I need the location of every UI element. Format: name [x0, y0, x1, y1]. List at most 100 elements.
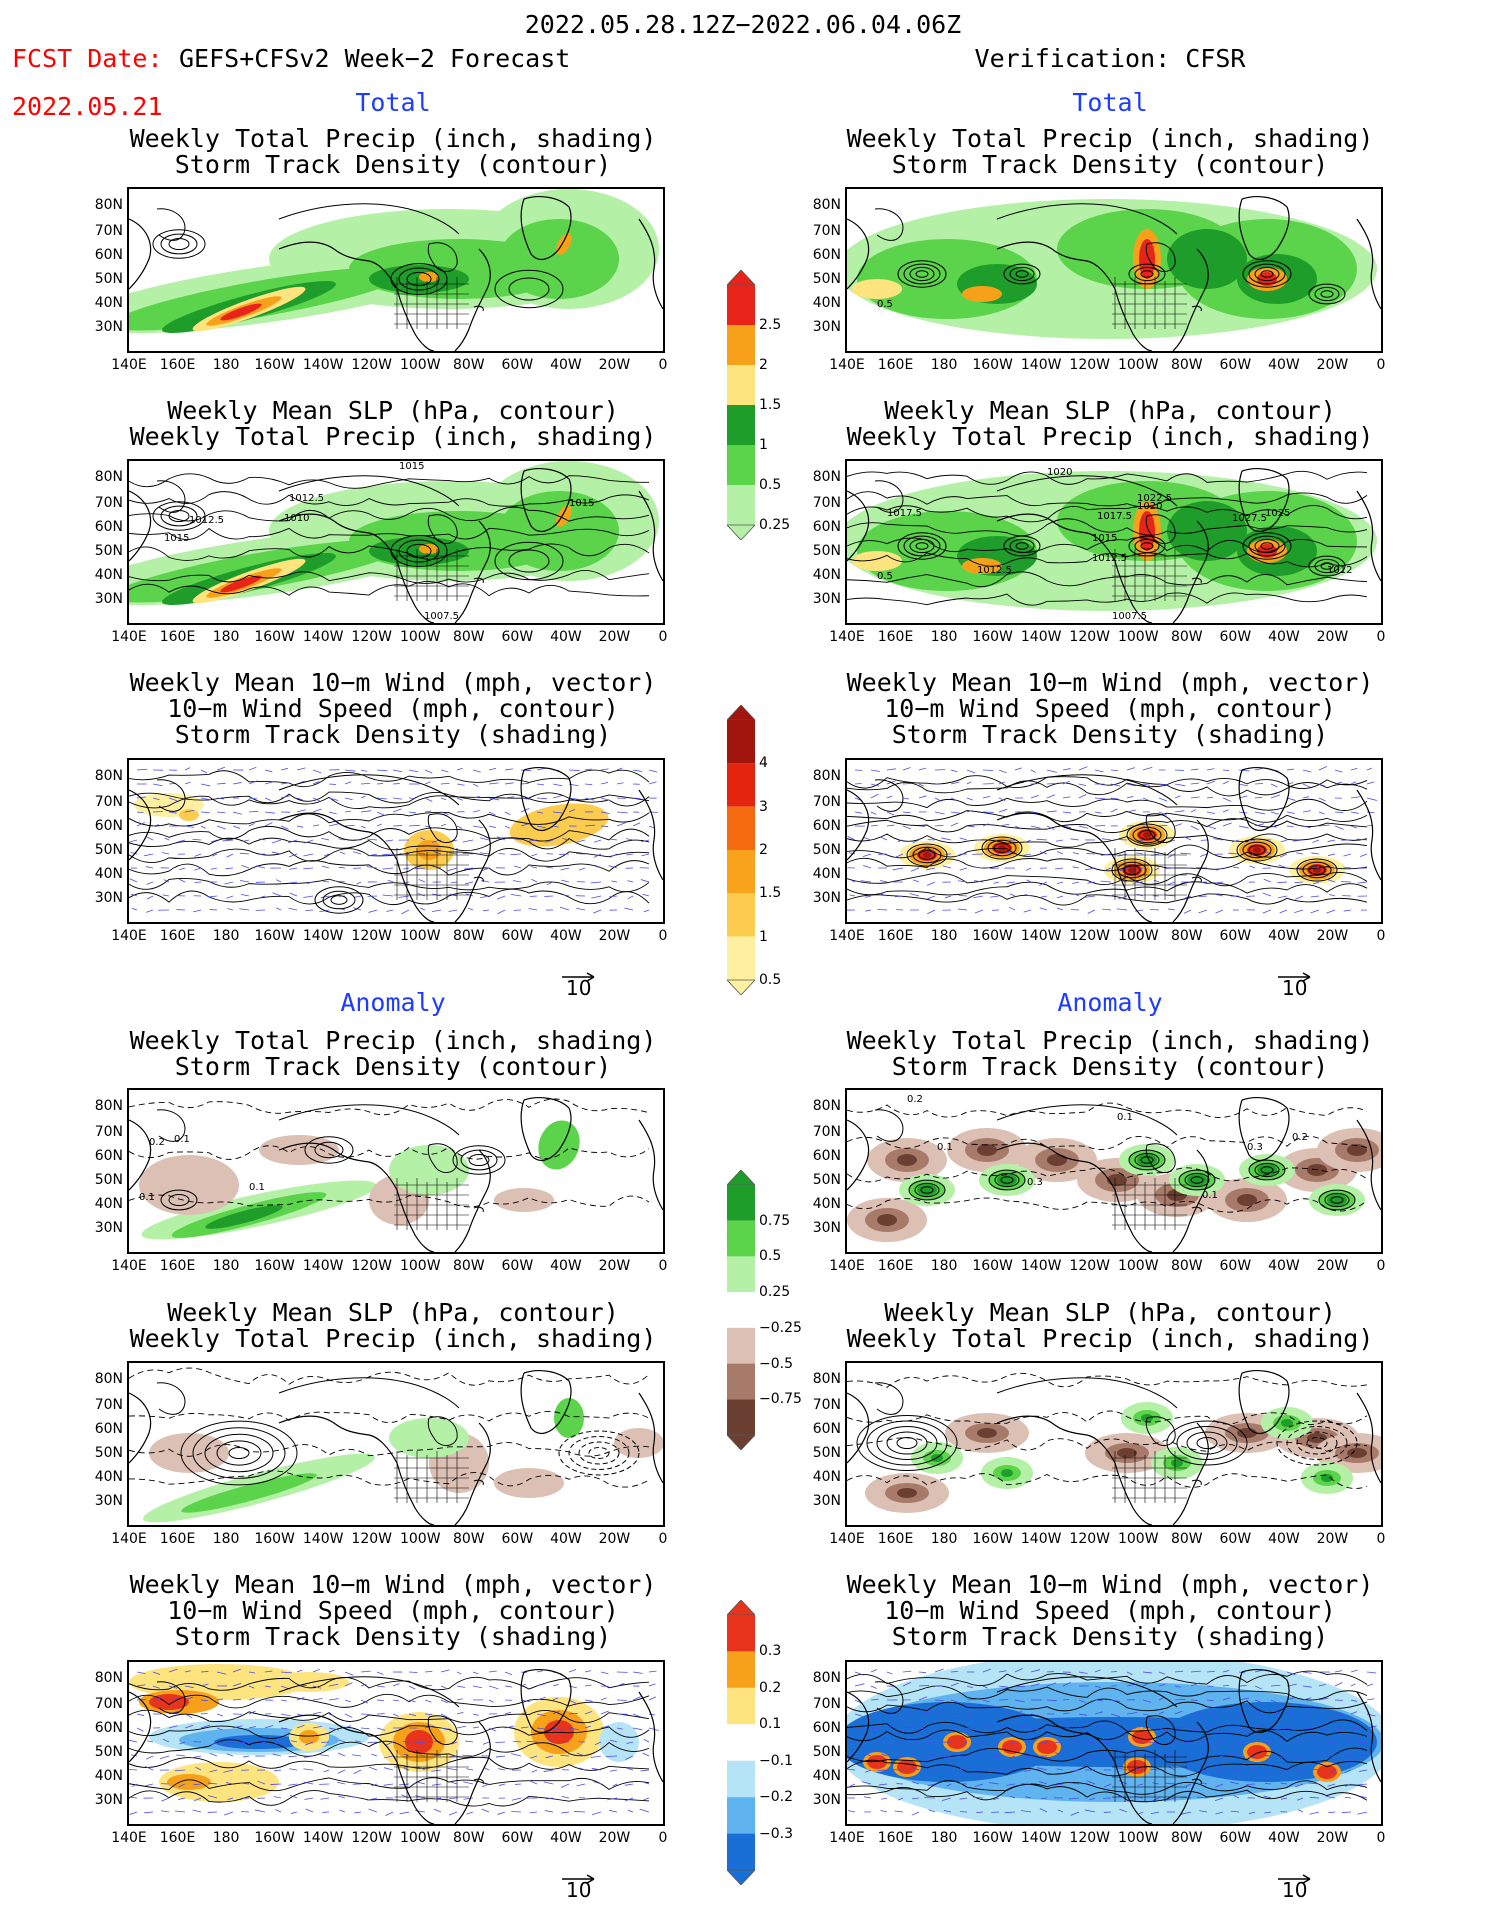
shading-area: [1347, 1144, 1367, 1156]
wind-arrow: [216, 811, 226, 814]
wind-arrow: [1222, 1697, 1231, 1701]
wind-arrow: [1056, 895, 1064, 899]
wind-arrow: [480, 895, 490, 899]
contour-ring: [1308, 283, 1346, 305]
wind-arrow: [944, 895, 952, 899]
wind-arrow: [973, 895, 984, 899]
lon-label: 20W: [1316, 928, 1349, 944]
contour-ring: [909, 266, 935, 282]
wind-arrow: [504, 768, 513, 771]
wind-arrow: [1070, 1769, 1080, 1772]
contour-ring: [897, 532, 947, 560]
wind-arrow: [433, 1808, 442, 1813]
wind-arrow: [1229, 1781, 1240, 1785]
wind-arrow: [227, 908, 234, 911]
wind-arrow: [1206, 811, 1215, 814]
lon-label: 140E: [111, 1531, 147, 1547]
contour-ring: [1248, 535, 1286, 557]
lon-label: 140E: [111, 1258, 147, 1274]
wind-arrow: [1026, 879, 1032, 883]
contour-label: 1020: [1137, 501, 1162, 512]
shading-area: [1047, 1154, 1067, 1166]
coastline-asia: [847, 1392, 870, 1464]
wind-arrow: [616, 767, 623, 771]
wind-arrow: [272, 892, 282, 897]
contour-line: [129, 811, 650, 827]
lon-label: 80W: [1170, 1531, 1203, 1547]
wind-arrow: [1014, 767, 1022, 771]
coastline-arctic-canada: [996, 774, 1178, 806]
coastline-arctic-canada: [278, 203, 460, 235]
lat-label: 40N: [812, 1768, 841, 1784]
wind-arrow: [943, 1809, 952, 1813]
wind-arrow: [536, 1727, 548, 1730]
wind-arrow: [131, 907, 138, 911]
lon-label: 100W: [399, 357, 441, 373]
shading-area: [179, 809, 199, 821]
wind-arrow: [1366, 781, 1375, 785]
contour-label: 1012.5: [977, 565, 1012, 576]
coastline-island: [473, 1479, 484, 1486]
wind-arrow: [130, 1754, 138, 1757]
forecast-period-title: 2022.05.28.12Z−2022.06.04.06Z: [524, 10, 962, 39]
wind-arrow: [576, 1752, 586, 1757]
wind-arrow: [360, 825, 366, 829]
wind-arrow: [488, 782, 499, 785]
contour-label: 1025: [1265, 508, 1290, 519]
wind-arrow: [1167, 881, 1176, 886]
wind-arrow: [280, 1671, 292, 1674]
lon-label: 0: [1376, 1531, 1386, 1547]
coastline-us-east: [1172, 1149, 1209, 1252]
wind-arrow: [184, 796, 193, 799]
colorbar-segment: [727, 1797, 755, 1834]
wind-arrow: [1334, 825, 1344, 830]
coastline-asia: [129, 1691, 152, 1763]
contour-line: [129, 491, 650, 507]
wind-arrow: [280, 782, 290, 785]
wind-arrow: [1264, 1811, 1272, 1814]
colorbar-label: −0.2: [759, 1789, 793, 1806]
wind-arrow: [1238, 1713, 1247, 1717]
wind-arrow: [257, 1780, 266, 1785]
wind-arrow: [248, 766, 257, 771]
wind-arrow: [162, 1738, 170, 1743]
wind-arrow: [918, 1711, 930, 1715]
wind-arrow: [211, 839, 218, 843]
contour-ring: [508, 549, 550, 573]
wind-arrow: [950, 822, 959, 827]
wind-arrow: [495, 1741, 506, 1744]
contour-line: [129, 1725, 650, 1739]
contour-line: [129, 1145, 650, 1160]
colorbar-graphic: [726, 1169, 756, 1451]
coastline-group: [847, 196, 1381, 351]
lon-label: 0: [658, 928, 668, 944]
wind-arrow: [248, 1726, 256, 1729]
lat-label: 80N: [812, 1670, 841, 1686]
wind-arrow: [456, 783, 465, 786]
wind-arrow: [862, 853, 872, 857]
wind-arrow: [927, 895, 936, 900]
wind-arrow: [584, 1684, 592, 1687]
wind-arrow: [640, 879, 650, 883]
lon-label: 140W: [1020, 1258, 1062, 1274]
contour-line: [129, 580, 650, 597]
lon-label: 0: [1376, 928, 1386, 944]
wind-arrow: [456, 1698, 463, 1701]
wind-arrow: [1329, 893, 1336, 897]
contour-line: [847, 1102, 1368, 1118]
wind-arrow: [344, 1671, 354, 1676]
wind-arrow: [946, 1783, 952, 1787]
wind-arrow: [1142, 797, 1149, 801]
wind-arrow: [1054, 1741, 1064, 1743]
wind-arrow: [918, 1684, 930, 1687]
wind-arrow: [648, 825, 655, 829]
wind-arrow: [989, 1769, 1000, 1773]
lon-label: 140W: [1020, 1531, 1062, 1547]
lon-label: 0: [658, 1258, 668, 1274]
wind-arrow: [1174, 823, 1183, 827]
wind-arrow: [289, 867, 298, 870]
wind-arrow: [1366, 1683, 1374, 1687]
contour-ring: [192, 1427, 286, 1479]
wind-arrow: [168, 1725, 178, 1729]
